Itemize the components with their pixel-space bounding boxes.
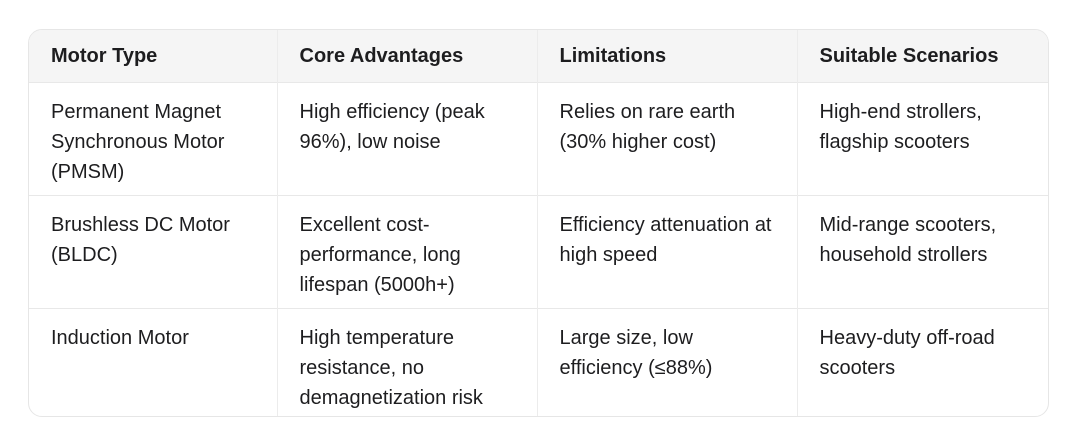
- header-core-advantages: Core Advantages: [276, 30, 537, 83]
- table-header: Motor Type Core Advantages Limitations S…: [29, 30, 1048, 83]
- header-motor-type: Motor Type: [29, 30, 277, 83]
- motor-comparison-table: Motor Type Core Advantages Limitations S…: [28, 29, 1049, 417]
- cell-core-advantages: Excellent cost-performance, long lifespa…: [276, 195, 537, 309]
- cell-motor-type: Permanent Magnet Synchronous Motor (PMSM…: [51, 101, 225, 183]
- table-body: Permanent Magnet Synchronous Motor (PMSM…: [29, 82, 1048, 416]
- cell-core-advantages: High efficiency (peak 96%), low noise: [276, 82, 537, 196]
- table-row: Brushless DC Motor (BLDC) Excellent cost…: [29, 195, 1048, 309]
- header-row: Motor Type Core Advantages Limitations S…: [29, 30, 1048, 83]
- cell-suitable-scenarios: Mid-range scooters, household strollers: [796, 195, 1048, 309]
- table-row: Induction Motor High temperature resista…: [29, 308, 1048, 416]
- cell-suitable-scenarios: Heavy-duty off-road scooters: [796, 308, 1048, 416]
- comparison-table: Motor Type Core Advantages Limitations S…: [29, 30, 1048, 416]
- cell-motor-type: Brushless DC Motor (BLDC): [51, 214, 230, 266]
- cell-limitations: Relies on rare earth (30% higher cost): [536, 82, 797, 196]
- header-limitations: Limitations: [536, 30, 797, 83]
- cell-limitations: Large size, low efficiency (≤88%): [536, 308, 797, 416]
- cell-suitable-scenarios: High-end strollers, flagship scooters: [796, 82, 1048, 196]
- header-suitable-scenarios: Suitable Scenarios: [796, 30, 1048, 83]
- cell-limitations: Efficiency attenuation at high speed: [536, 195, 797, 309]
- table-row: Permanent Magnet Synchronous Motor (PMSM…: [29, 82, 1048, 196]
- cell-core-advantages: High temperature resistance, no demagnet…: [276, 308, 537, 416]
- cell-motor-type: Induction Motor: [51, 327, 189, 349]
